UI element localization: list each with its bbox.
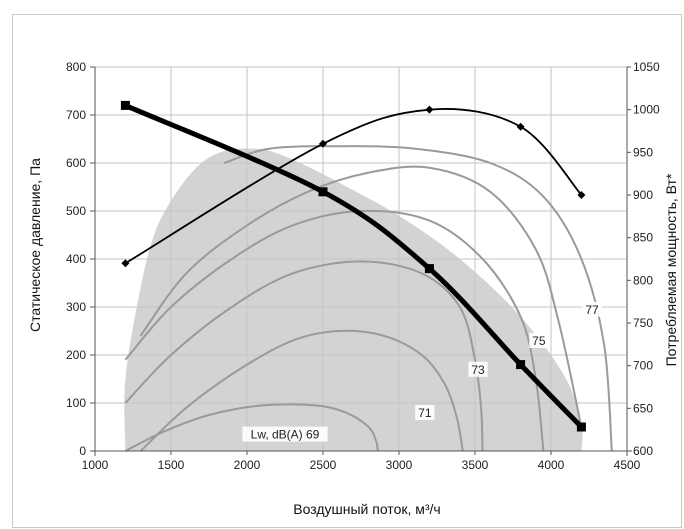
- x-axis-label: Воздушный поток, м³/ч: [293, 501, 440, 517]
- power-point-marker: [516, 122, 525, 131]
- series: [120, 100, 586, 432]
- x-tick-label: 2000: [234, 458, 261, 472]
- pressure-point-marker: [318, 187, 328, 197]
- power-point-marker: [319, 139, 327, 148]
- contour-label-background: [415, 405, 435, 420]
- y-tick-label: 100: [66, 396, 86, 410]
- axes: 1000 1500 2000 2500 3000 3500 4000 4500 0 100 200 3…: [66, 60, 660, 472]
- y2-tick-label: 700: [633, 359, 653, 373]
- labels: Lw, dB(A) 69 71 73 75 77: [242, 301, 602, 442]
- y2-tick-label: 600: [633, 444, 653, 458]
- x-tick-label: 4000: [538, 458, 565, 472]
- pressure-point-marker: [576, 422, 586, 432]
- contour-label-background: [468, 361, 488, 377]
- noise-contour-line: [139, 165, 583, 428]
- y2-tick-label: 1000: [633, 103, 660, 117]
- y-tick-label: 500: [66, 204, 86, 218]
- contour-label: 75: [532, 334, 546, 348]
- noise-contour-line: [124, 260, 484, 452]
- operating-area: [124, 148, 583, 451]
- y2-tick-label: 900: [633, 188, 653, 202]
- y-tick-label: 700: [66, 108, 86, 122]
- contour-label: 71: [418, 406, 432, 420]
- power-consumption-curve: [124, 108, 583, 265]
- y2-axis-label: Потребляемая мощность, Вт*: [663, 173, 679, 366]
- operating-area-fill: [124, 148, 583, 451]
- contour-label-background: [242, 426, 328, 442]
- y-axis-label: Статическое давление, Па: [27, 158, 43, 332]
- x-tick-label: 4500: [614, 458, 641, 472]
- contour-label: 73: [471, 363, 485, 377]
- x-tick-label: 1000: [82, 458, 109, 472]
- noise-contour-line: [124, 403, 379, 452]
- y2-tick-label: 750: [633, 316, 653, 330]
- contour-label-background: [529, 333, 549, 348]
- noise-contours: [124, 145, 613, 452]
- y-tick-label: 300: [66, 300, 86, 314]
- y-tick-label: 600: [66, 156, 86, 170]
- noise-contour-line: [223, 145, 613, 452]
- y-tick-label: 400: [66, 252, 86, 266]
- x-tick-label: 1500: [158, 458, 185, 472]
- x-tick-label: 3500: [462, 458, 489, 472]
- y2-tick-label: 850: [633, 231, 653, 245]
- power-point-marker: [425, 105, 434, 114]
- contour-label: 77: [585, 303, 599, 317]
- y-tick-label: 800: [66, 60, 86, 74]
- y-tick-label: 0: [79, 444, 86, 458]
- noise-contour-line: [139, 329, 464, 452]
- contour-label-background: [582, 301, 602, 317]
- power-point-marker: [121, 259, 130, 268]
- pressure-point-marker: [516, 360, 526, 370]
- y2-tick-label: 800: [633, 273, 653, 287]
- contour-label: Lw, dB(A) 69: [251, 428, 320, 442]
- y2-tick-label: 950: [633, 145, 653, 159]
- pressure-point-marker: [424, 264, 434, 274]
- x-tick-label: 2500: [310, 458, 337, 472]
- static-pressure-curve: [124, 103, 584, 429]
- power-point-marker: [577, 191, 586, 199]
- y-tick-label: 200: [66, 348, 86, 362]
- x-tick-label: 3000: [386, 458, 413, 472]
- y2-tick-label: 1050: [633, 60, 660, 74]
- pressure-point-marker: [120, 100, 130, 110]
- y2-tick-label: 650: [633, 401, 653, 415]
